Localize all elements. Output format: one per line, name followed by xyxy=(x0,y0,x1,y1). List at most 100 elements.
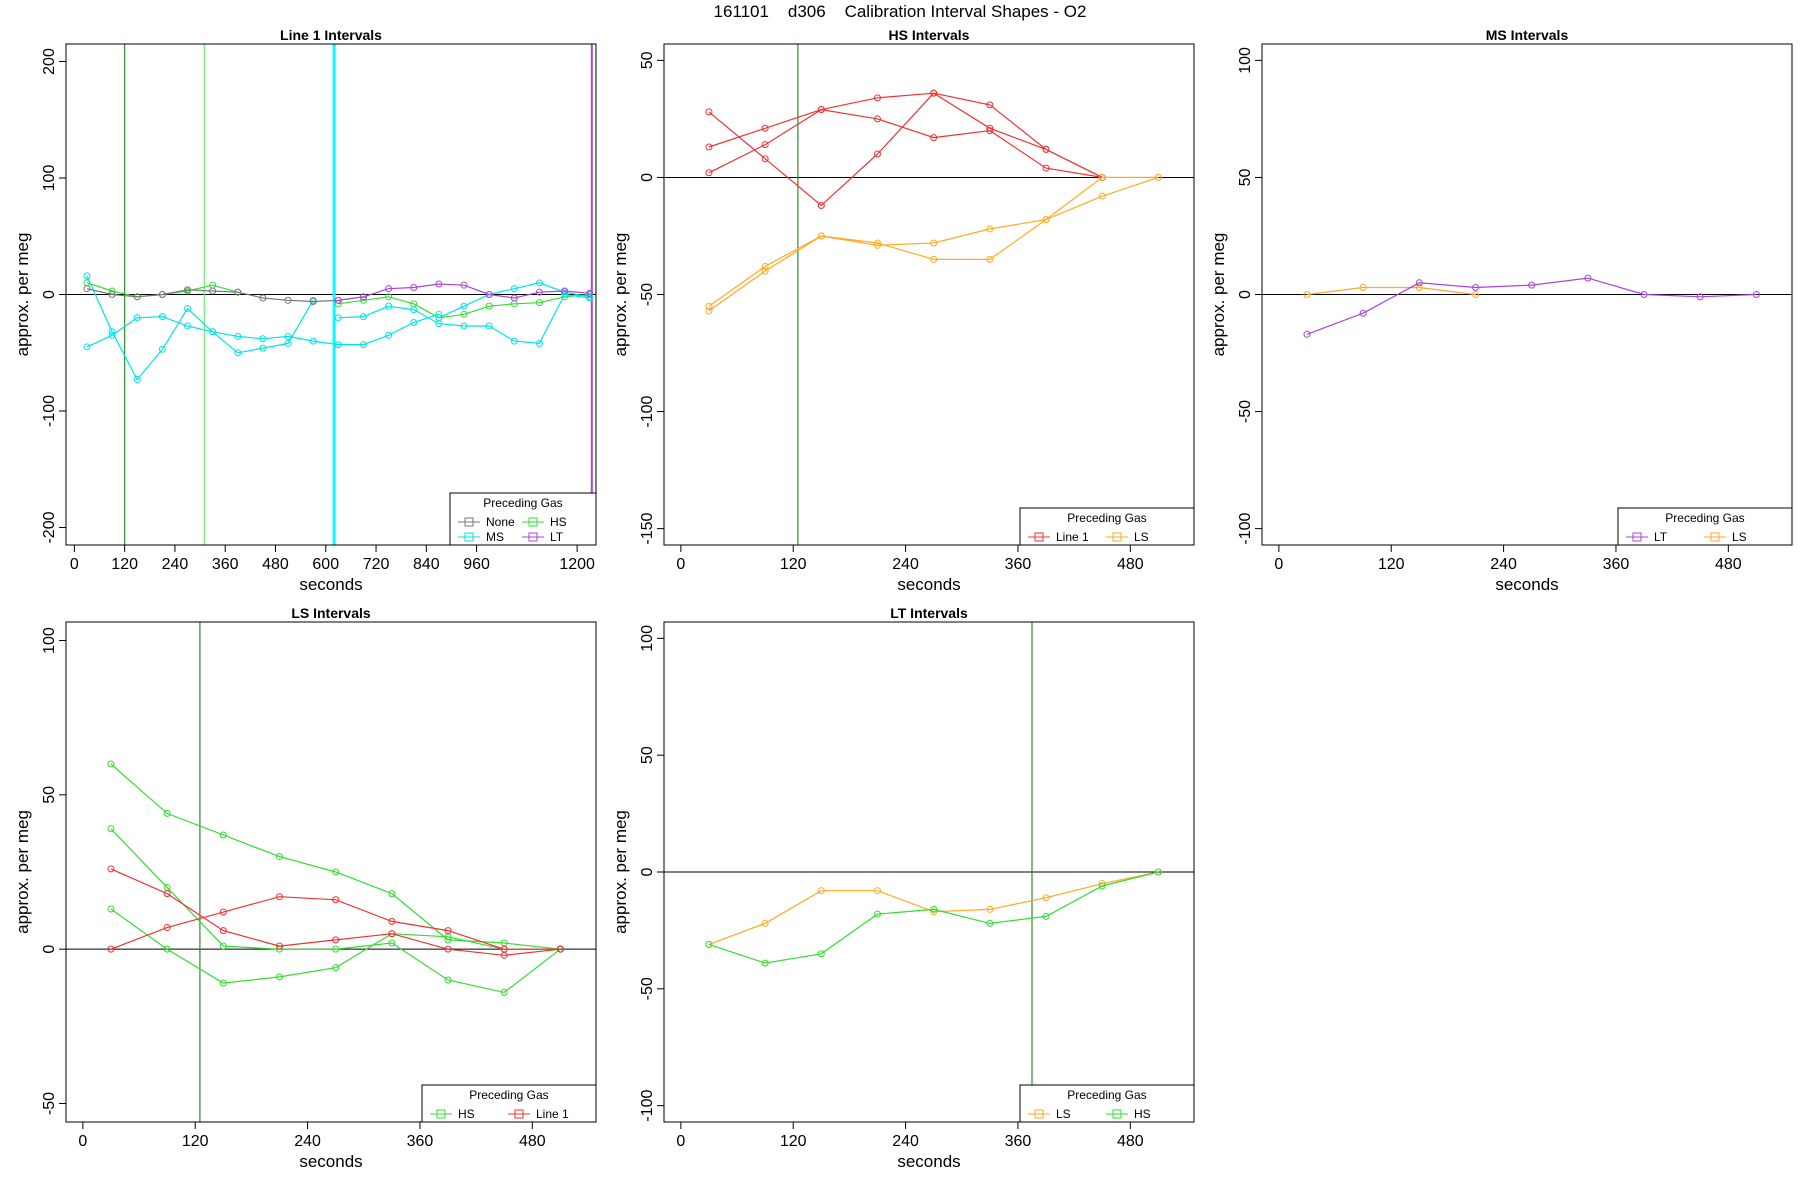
x-tick-label: 960 xyxy=(463,556,490,573)
data-point xyxy=(388,930,396,938)
x-tick-label: 120 xyxy=(780,556,807,573)
y-tick-label: -150 xyxy=(639,513,656,545)
y-tick-label: 0 xyxy=(41,290,58,299)
data-point xyxy=(761,959,769,967)
x-tick-label: 240 xyxy=(162,556,189,573)
data-point xyxy=(332,896,340,904)
data-point xyxy=(388,939,396,947)
data-point xyxy=(234,288,242,296)
data-point xyxy=(385,331,393,339)
data-point xyxy=(1098,880,1106,888)
x-tick-label: 360 xyxy=(1603,556,1630,573)
y-tick-label: 50 xyxy=(41,786,58,804)
y-axis: -100 -50 0 50 100 approx. per meg xyxy=(1209,47,1262,545)
legend-title: Preceding Gas xyxy=(1665,511,1744,525)
data-point xyxy=(1359,309,1367,317)
data-point xyxy=(1042,216,1050,224)
legend-swatch-marker xyxy=(1112,1109,1122,1119)
y-axis-label: approx. per meg xyxy=(13,810,32,934)
data-point xyxy=(334,296,342,304)
data-point xyxy=(332,945,340,953)
data-point xyxy=(184,322,192,330)
legend-swatch-marker xyxy=(1034,532,1044,542)
data-point xyxy=(388,890,396,898)
data-point xyxy=(184,286,192,294)
data-point xyxy=(986,905,994,913)
data-point xyxy=(107,865,115,873)
x-tick-label: 0 xyxy=(78,1133,87,1150)
series-line xyxy=(86,275,314,381)
series-line xyxy=(1306,286,1476,296)
y-tick-label: 0 xyxy=(639,173,656,182)
x-tick-label: 120 xyxy=(182,1133,209,1150)
y-tick-label: -100 xyxy=(639,395,656,427)
x-tick-label: 480 xyxy=(1117,1133,1144,1150)
data-point xyxy=(108,291,116,298)
data-point xyxy=(873,910,881,918)
data-point xyxy=(332,868,340,876)
data-point xyxy=(761,267,769,275)
legend-entry-label: LS xyxy=(1732,530,1747,544)
data-point xyxy=(107,760,115,768)
x-axis: 0 120 240 360 480 seconds xyxy=(78,1122,546,1171)
series-line xyxy=(110,868,561,956)
series-line xyxy=(1306,277,1757,335)
data-point xyxy=(986,255,994,263)
data-point xyxy=(444,945,452,953)
series-line xyxy=(438,282,590,319)
legend-swatch-marker xyxy=(436,1109,446,1119)
data-point xyxy=(359,293,367,301)
data-point xyxy=(930,89,938,97)
data-point xyxy=(873,94,881,102)
data-point xyxy=(133,376,141,384)
series-line xyxy=(708,176,1159,307)
data-point xyxy=(1042,912,1050,920)
panel-3: LS Intervals 0 120 240 360 480 seconds -50 0 50 10… xyxy=(13,605,597,1171)
legend-box xyxy=(1019,507,1195,546)
panel-1: HS Intervals 0 120 240 360 480 seconds -150 -100… xyxy=(611,27,1195,594)
data-point xyxy=(873,239,881,247)
data-point xyxy=(761,919,769,927)
data-point xyxy=(535,339,543,347)
data-point xyxy=(817,106,825,114)
x-tick-label: 480 xyxy=(1715,556,1742,573)
data-point xyxy=(435,280,443,288)
y-axis: -200 -100 0 100 200 approx. per meg xyxy=(13,48,66,544)
data-point xyxy=(133,314,141,322)
data-point xyxy=(1415,279,1423,287)
data-point xyxy=(460,322,468,330)
x-tick-label: 840 xyxy=(413,556,440,573)
x-tick-label: 1200 xyxy=(559,556,595,573)
x-tick-label: 240 xyxy=(1490,556,1517,573)
data-point xyxy=(284,332,292,340)
data-point xyxy=(259,335,267,343)
data-point xyxy=(158,313,166,321)
data-point xyxy=(705,302,713,310)
data-point xyxy=(705,169,713,177)
legend-entry-label: None xyxy=(486,515,515,529)
y-tick-label: 100 xyxy=(1237,47,1254,74)
panel-title: LS Intervals xyxy=(291,605,371,621)
data-point xyxy=(444,927,452,935)
series-line xyxy=(110,763,561,950)
data-point xyxy=(83,285,91,293)
figure-title: 161101 d306 Calibration Interval Shapes … xyxy=(713,2,1087,21)
panel-title: LT Intervals xyxy=(890,605,968,621)
y-tick-label: -200 xyxy=(41,511,58,543)
data-point xyxy=(986,919,994,927)
data-point xyxy=(332,964,340,972)
data-point xyxy=(163,924,171,932)
data-point xyxy=(1098,882,1106,890)
data-point xyxy=(259,344,267,352)
data-point xyxy=(556,945,564,953)
data-point xyxy=(388,917,396,925)
data-point xyxy=(83,272,91,280)
data-point xyxy=(535,288,543,296)
data-point xyxy=(275,942,283,950)
data-point xyxy=(107,905,115,913)
data-point xyxy=(761,124,769,132)
data-point xyxy=(500,988,508,996)
plot-area xyxy=(66,622,596,1122)
data-point xyxy=(158,291,166,298)
data-point xyxy=(510,337,518,345)
